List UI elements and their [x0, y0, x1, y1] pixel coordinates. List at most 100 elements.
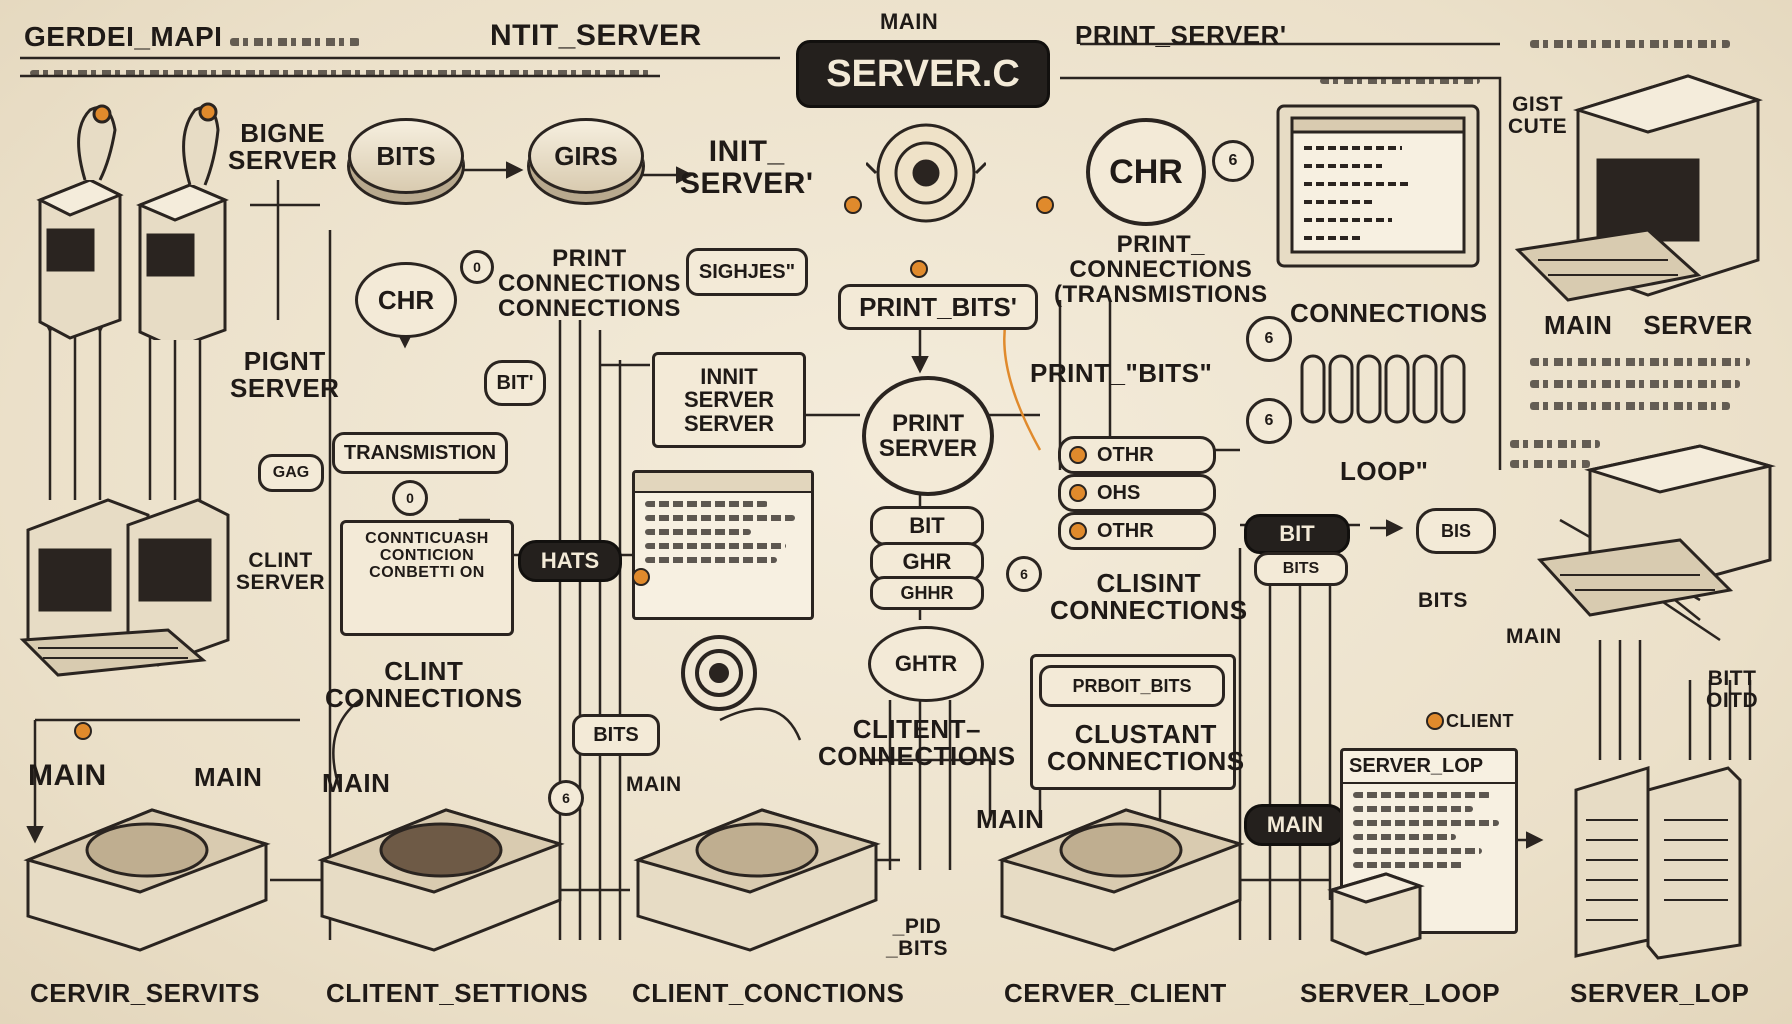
print-bits-box[interactable]: PRBOIT_BITS CLUSTANT CONNECTIONS — [1030, 654, 1244, 790]
print-server-node[interactable]: PRINT SERVER — [862, 376, 994, 496]
top-right-scribble — [1530, 40, 1730, 48]
coin-small-3[interactable]: 6 — [1212, 140, 1254, 182]
pid-bits-label: _PID _BITS — [886, 915, 949, 961]
bigne-server-label: BIGNE SERVER — [228, 118, 338, 176]
small-box-icon — [1327, 872, 1425, 956]
main-left-label: MAIN — [28, 759, 107, 792]
code-window-center — [632, 470, 814, 620]
code-window-titlebar — [635, 473, 811, 493]
accent-dot-2 — [1036, 196, 1054, 214]
bottom-device-4-icon — [997, 808, 1245, 952]
othr-2-text: OHS — [1097, 481, 1141, 504]
coin-small-1[interactable]: 0 — [460, 250, 494, 284]
print-bits-center-node[interactable]: PRINT_BITS' — [838, 284, 1038, 330]
bit-right-node[interactable]: BIT — [1244, 514, 1350, 554]
bits-small-label: BITS — [1418, 589, 1468, 612]
init-server-box-text: INNIT SERVER SERVER — [683, 364, 775, 436]
server-lop-title: SERVER_LOP — [1343, 751, 1515, 784]
main-top-label: MAIN — [880, 9, 939, 34]
bits-pill-node[interactable]: BITS — [572, 714, 660, 756]
client-small-label: CLIENT — [1446, 711, 1514, 731]
othr-1-text: OTHR — [1097, 443, 1154, 466]
clisint-connections-label: CLISINT CONNECTIONS — [1050, 568, 1248, 626]
right-rack-icon — [1574, 765, 1742, 960]
othr-node-2[interactable]: OHS — [1058, 474, 1216, 512]
chain-links-icon — [1300, 354, 1466, 424]
right-computer-icon — [1514, 74, 1763, 302]
bottom-label-2: CLITENT_SETTIONS — [326, 978, 589, 1008]
left-workstation-icon — [19, 498, 230, 677]
monitor-icon — [1276, 104, 1480, 268]
bottom-label-5: SERVER_LOOP — [1300, 978, 1501, 1008]
ghtr-node[interactable]: GHTR — [868, 626, 984, 702]
clustant-connections-label: CLUSTANT CONNECTIONS — [1047, 719, 1245, 777]
top-left-label: GERDEI_MAPI — [24, 21, 223, 52]
accent-dot-3 — [910, 260, 928, 278]
coin-small-6[interactable]: 6 — [548, 780, 584, 816]
main-pill-node[interactable]: MAIN — [1244, 804, 1346, 846]
bottom-label-4: CERVER_CLIENT — [1004, 978, 1227, 1008]
transmistion-node[interactable]: TRANSMISTION — [332, 432, 508, 474]
right-scribble-3 — [1530, 402, 1730, 410]
main-b-label: MAIN — [322, 768, 391, 798]
bit-center-node[interactable]: BIT — [870, 506, 984, 546]
bit-chip-node[interactable]: BIT' — [484, 360, 546, 406]
bottom-device-1-icon — [23, 808, 271, 952]
chr-right-text: CHR — [1109, 152, 1183, 191]
main-c-label: MAIN — [626, 773, 682, 796]
pignt-server-label: PIGNT SERVER — [230, 346, 340, 404]
target-icon — [681, 635, 757, 711]
top-right-label: PRINT_SERVER' — [1075, 20, 1287, 50]
left-server-tower-icon — [36, 102, 229, 340]
print-server-text: PRINT SERVER — [878, 409, 978, 462]
print-bits-box-node[interactable]: PRBOIT_BITS — [1039, 665, 1225, 707]
init-server-top-label: INIT_ SERVER' — [680, 135, 814, 200]
bits-node[interactable]: BITS — [348, 118, 464, 194]
coin-small-4[interactable]: 6 — [1246, 316, 1292, 362]
clint-server-label: CLINT SERVER — [236, 549, 325, 595]
bits-right-small-node[interactable]: BITS — [1254, 552, 1348, 586]
print-connections-right-label: PRINT_ CONNECTIONS (TRANSMISTIONS — [1054, 231, 1268, 309]
gag-chip[interactable]: GAG — [258, 454, 324, 492]
header-scribble — [30, 70, 650, 76]
chr-right-node[interactable]: CHR — [1086, 118, 1206, 226]
ghhr-center-node[interactable]: GHHR — [870, 576, 984, 610]
ghtr-text: GHTR — [894, 651, 958, 676]
chr-left-node[interactable]: CHR — [355, 262, 457, 338]
coin-small-2[interactable]: 0 — [392, 480, 428, 516]
right-scribble-5 — [1510, 460, 1590, 468]
connections-box-left[interactable]: CONNTICUASH CONTICION CONBETTI ON — [340, 520, 514, 636]
coin-small-5[interactable]: 6 — [1246, 398, 1292, 444]
coin-small-7[interactable]: 6 — [1006, 556, 1042, 592]
accent-dot-1 — [844, 196, 862, 214]
connections-box-text: CONNTICUASH CONTICION CONBETTI ON — [365, 530, 489, 581]
right-router-icon — [1536, 444, 1776, 617]
client-connections-left-label: CLINT CONNECTIONS — [325, 656, 523, 714]
hats-node[interactable]: HATS — [518, 540, 622, 582]
accent-dot-5 — [74, 722, 92, 740]
top-left-scribble — [230, 38, 360, 46]
othr-node-3[interactable]: OTHR — [1058, 512, 1216, 550]
main-mid-label: MAIN — [976, 804, 1045, 834]
bottom-label-3: CLIENT_CONCTIONS — [632, 978, 905, 1008]
girs-node[interactable]: GIRS — [528, 118, 644, 194]
title-badge[interactable]: SERVER.C — [796, 40, 1050, 108]
print-bits-right-label: PRINT_"BITS" — [1030, 358, 1213, 388]
right-scribble-2 — [1530, 380, 1740, 388]
init-server-box[interactable]: INNIT SERVER SERVER — [652, 352, 806, 448]
top-right-scribble-2 — [1320, 78, 1480, 84]
signes-node[interactable]: SIGHJES" — [686, 248, 808, 296]
loop-label: LOOP" — [1340, 456, 1429, 486]
right-scribble-4 — [1510, 440, 1600, 448]
bits-mid-node[interactable]: BIS — [1416, 508, 1496, 554]
gist-cute-label: GIST CUTE — [1508, 93, 1568, 139]
bottom-device-2-icon — [317, 808, 565, 952]
top-center-label: NTIT_SERVER — [490, 19, 702, 52]
othr-3-text: OTHR — [1097, 519, 1154, 542]
accent-dot-4 — [1426, 712, 1444, 730]
accent-dot-6 — [632, 568, 650, 586]
othr-node-1[interactable]: OTHR — [1058, 436, 1216, 474]
client-connections-center-label: CLITENT– CONNECTIONS — [818, 714, 1016, 772]
